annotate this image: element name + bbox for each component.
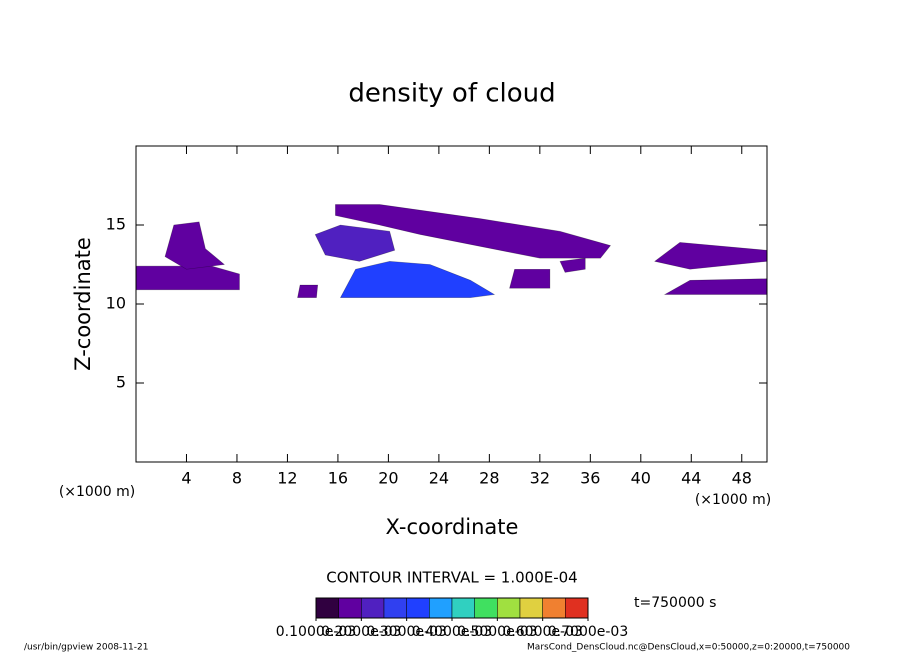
x-tick-label: 44 bbox=[681, 469, 701, 488]
footer-right: MarsCond_DensCloud.nc@DensCloud,x=0:5000… bbox=[527, 643, 850, 653]
colorbar-bin bbox=[519, 597, 543, 619]
colorbar-bin bbox=[361, 597, 385, 619]
x-unit: (×1000 m) bbox=[59, 484, 135, 500]
colorbar-bin bbox=[429, 597, 453, 619]
y-tick-label: 10 bbox=[106, 294, 126, 313]
x-tick-label: 16 bbox=[328, 469, 348, 488]
colorbar-bin bbox=[451, 597, 475, 619]
y-tick-label: 15 bbox=[106, 215, 126, 234]
cloud-region bbox=[559, 257, 586, 273]
colorbar-tick-label: 0.7000e-03 bbox=[548, 624, 628, 640]
x-tick-label: 40 bbox=[631, 469, 651, 488]
cloud-region bbox=[663, 278, 767, 295]
colorbar-bin bbox=[315, 597, 339, 619]
cloud-region bbox=[297, 284, 319, 298]
colorbar-tick-label: 0.3000e-03 bbox=[366, 624, 446, 640]
time-label: t=750000 s bbox=[634, 595, 716, 611]
x-tick-label: 4 bbox=[181, 469, 191, 488]
colorbar-bin bbox=[497, 597, 521, 619]
colorbar-bin bbox=[474, 597, 498, 619]
cloud-region bbox=[509, 268, 551, 289]
colorbar-tick-label: 0.6000e-03 bbox=[502, 624, 582, 640]
plot-area bbox=[136, 204, 767, 298]
cloud-region bbox=[653, 242, 767, 270]
x-tick-label: 20 bbox=[378, 469, 398, 488]
chart-title: density of cloud bbox=[348, 79, 555, 109]
contour-interval: CONTOUR INTERVAL = 1.000E-04 bbox=[326, 569, 577, 587]
footer-left: /usr/bin/gpview 2008-11-21 bbox=[24, 643, 148, 653]
cloud-region bbox=[314, 224, 396, 262]
colorbar-tick-label: 0.1000e-03 bbox=[276, 624, 356, 640]
colorbar-bin bbox=[338, 597, 362, 619]
colorbar-bin bbox=[383, 597, 407, 619]
x-tick-label: 24 bbox=[429, 469, 449, 488]
x-tick-label: 32 bbox=[530, 469, 550, 488]
x-tick-label: 48 bbox=[732, 469, 752, 488]
cloud-region bbox=[339, 261, 496, 298]
colorbar-bin bbox=[542, 597, 566, 619]
y-axis-label: Z-coordinate bbox=[71, 237, 95, 371]
colorbar-tick-label: 0.2000e-03 bbox=[321, 624, 401, 640]
colorbar-tick-label: 0.4000e-03 bbox=[412, 624, 492, 640]
x-axis-label: X-coordinate bbox=[386, 515, 519, 539]
colorbar-bin bbox=[406, 597, 430, 619]
cloud-region bbox=[136, 265, 240, 291]
x-tick-label: 8 bbox=[232, 469, 242, 488]
colorbar: 0.1000e-030.2000e-030.3000e-030.4000e-03… bbox=[276, 597, 628, 640]
x-tick-label: 12 bbox=[277, 469, 297, 488]
colorbar-tick-label: 0.5000e-03 bbox=[457, 624, 537, 640]
cloud-region bbox=[335, 204, 612, 259]
x-tick-label: 28 bbox=[479, 469, 499, 488]
colorbar-bin bbox=[565, 597, 589, 619]
x-unit-right: (×1000 m) bbox=[695, 492, 771, 508]
cloud-region bbox=[164, 221, 226, 270]
plot-frame bbox=[135, 145, 768, 463]
x-tick-label: 36 bbox=[580, 469, 600, 488]
y-tick-label: 5 bbox=[116, 373, 126, 392]
